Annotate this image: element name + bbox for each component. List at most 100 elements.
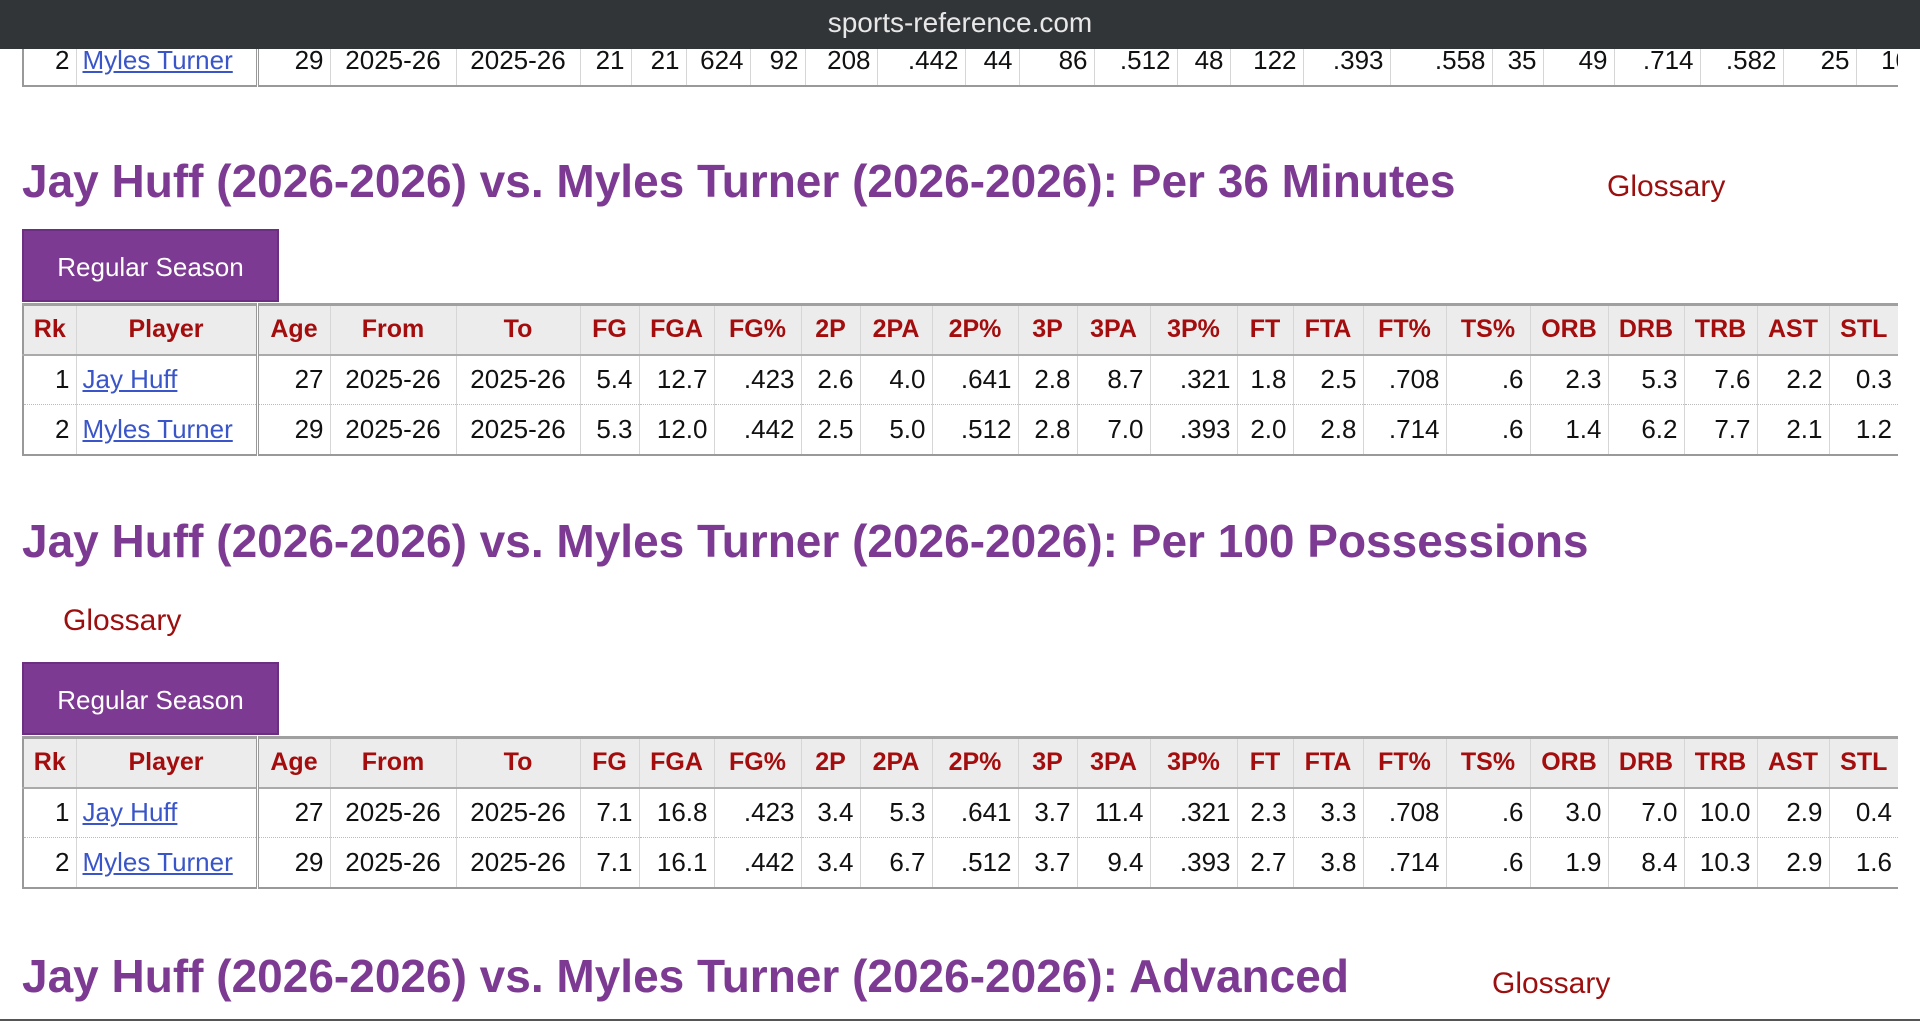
column-header: FG: [579, 736, 639, 789]
table-cell: 2.1: [1756, 404, 1829, 456]
column-header: Age: [255, 736, 330, 789]
column-header: 2PA: [859, 303, 932, 356]
player-link[interactable]: Myles Turner: [82, 413, 233, 444]
table-cell: 3.3: [1292, 787, 1363, 838]
table-cell: .442: [713, 404, 801, 456]
table-cell: 3.4: [800, 787, 860, 838]
table-cell: 2.3: [1236, 787, 1293, 838]
column-header: TS%: [1445, 303, 1530, 356]
table-cell: 7.0: [1076, 404, 1150, 456]
table-cell: 5.4: [579, 354, 639, 405]
table: Rk Player Age From To FG FGA FG% 2P 2PA 2P% 3P 3PA 3P…: [22, 303, 1898, 456]
table-cell: 2.2: [1756, 354, 1829, 405]
column-header: FG: [579, 303, 639, 356]
table-cell: 2.3: [1529, 354, 1608, 405]
table-cell: 2.6: [800, 354, 860, 405]
column-header: TRB: [1683, 736, 1757, 789]
browser-bar: sports-reference.com: [0, 0, 1920, 49]
table-cell: 3.4: [800, 837, 860, 889]
table-cell: .442: [713, 837, 801, 889]
table-cell: 2.5: [1292, 354, 1363, 405]
table-cell: 2.9: [1756, 787, 1829, 838]
table-cell: .512: [931, 404, 1018, 456]
column-header: To: [455, 303, 580, 356]
table-cell: 27: [255, 787, 330, 838]
table-cell: 2025-26: [455, 354, 580, 405]
table-cell: 5.3: [579, 404, 639, 456]
column-header: 3P: [1017, 303, 1077, 356]
column-header: STL: [1828, 736, 1898, 789]
glossary-link[interactable]: Glossary: [1492, 967, 1611, 1000]
column-header: 2P%: [931, 736, 1018, 789]
column-header: FTA: [1292, 736, 1363, 789]
table-cell: 9.4: [1076, 837, 1150, 889]
table-cell: 2.5: [800, 404, 860, 456]
table-cell: 10.0: [1683, 787, 1757, 838]
column-header: FT%: [1362, 736, 1446, 789]
table-cell: .708: [1362, 354, 1446, 405]
section-title: Jay Huff (2026-2026) vs. Myles Turner (2…: [22, 155, 1456, 207]
table-cell: 1.8: [1236, 354, 1293, 405]
column-header: 2P: [800, 736, 860, 789]
table-cell: 2025-26: [455, 837, 580, 889]
column-header: TRB: [1683, 303, 1757, 356]
regular-season-tab[interactable]: Regular Season: [22, 662, 279, 735]
table-cell: Myles Turner: [75, 837, 257, 889]
column-header: To: [455, 736, 580, 789]
table-cell: 12.7: [638, 354, 714, 405]
table-cell: 2: [22, 404, 76, 456]
table-cell: 3.7: [1017, 787, 1077, 838]
header-row: Rk Player Age From To FG FGA FG% 2P 2PA 2P% 3P 3PA 3P…: [22, 736, 1898, 789]
regular-season-tab[interactable]: Regular Season: [22, 229, 279, 302]
column-header: ORB: [1529, 736, 1608, 789]
table: Rk Player Age From To FG FGA FG% 2P 2PA 2P% 3P 3PA 3P…: [22, 736, 1898, 889]
column-header: From: [329, 736, 456, 789]
table-cell: .641: [931, 354, 1018, 405]
table-cell: .321: [1149, 787, 1237, 838]
table-cell: .512: [931, 837, 1018, 889]
column-header: Player: [75, 303, 257, 356]
table-cell: 1: [22, 354, 76, 405]
table-cell: 2: [22, 837, 76, 889]
player-link[interactable]: Myles Turner: [82, 846, 233, 877]
table-cell: 3.8: [1292, 837, 1363, 889]
table-cell: 3.7: [1017, 837, 1077, 889]
table-cell: 0.4: [1828, 787, 1898, 838]
glossary-link[interactable]: Glossary: [63, 604, 182, 637]
column-header: FGA: [638, 736, 714, 789]
table-cell: 2025-26: [329, 787, 456, 838]
player-link[interactable]: Jay Huff: [82, 797, 178, 828]
glossary-link[interactable]: Glossary: [1607, 170, 1726, 203]
table-cell: 1.2: [1828, 404, 1898, 456]
table-row: 2 Myles Turner 29 2025-26 2025-26 7.1 16.1.442…: [22, 837, 1898, 889]
table-cell: 1.9: [1529, 837, 1608, 889]
column-header: ORB: [1529, 303, 1608, 356]
column-header: 3P%: [1149, 303, 1237, 356]
table-cell: 29: [255, 404, 330, 456]
table-cell: 2.8: [1017, 404, 1077, 456]
column-header: DRB: [1607, 736, 1684, 789]
column-header: 3PA: [1076, 736, 1150, 789]
column-header: FG%: [713, 736, 801, 789]
player-link[interactable]: Jay Huff: [82, 364, 178, 395]
table-cell: .423: [713, 354, 801, 405]
table-cell: 2025-26: [329, 354, 456, 405]
table-cell: 6.7: [859, 837, 932, 889]
table-cell: 3.0: [1529, 787, 1608, 838]
column-header: FGA: [638, 303, 714, 356]
table-cell: 8.7: [1076, 354, 1150, 405]
section-title: Jay Huff (2026-2026) vs. Myles Turner (2…: [22, 950, 1349, 1002]
table-cell: 16.8: [638, 787, 714, 838]
table-cell: 2.7: [1236, 837, 1293, 889]
table-row: 1 Jay Huff 27 2025-26 2025-26 7.1 16.8.423 3.4 5…: [22, 787, 1898, 838]
column-header: TS%: [1445, 736, 1530, 789]
column-header: Player: [75, 736, 257, 789]
player-link[interactable]: Myles Turner: [82, 45, 233, 75]
column-header: FT: [1236, 303, 1293, 356]
table-cell: .641: [931, 787, 1018, 838]
table-cell: 12.0: [638, 404, 714, 456]
table-cell: 2025-26: [329, 837, 456, 889]
table-cell: 0.3: [1828, 354, 1898, 405]
table-cell: Jay Huff: [75, 787, 257, 838]
